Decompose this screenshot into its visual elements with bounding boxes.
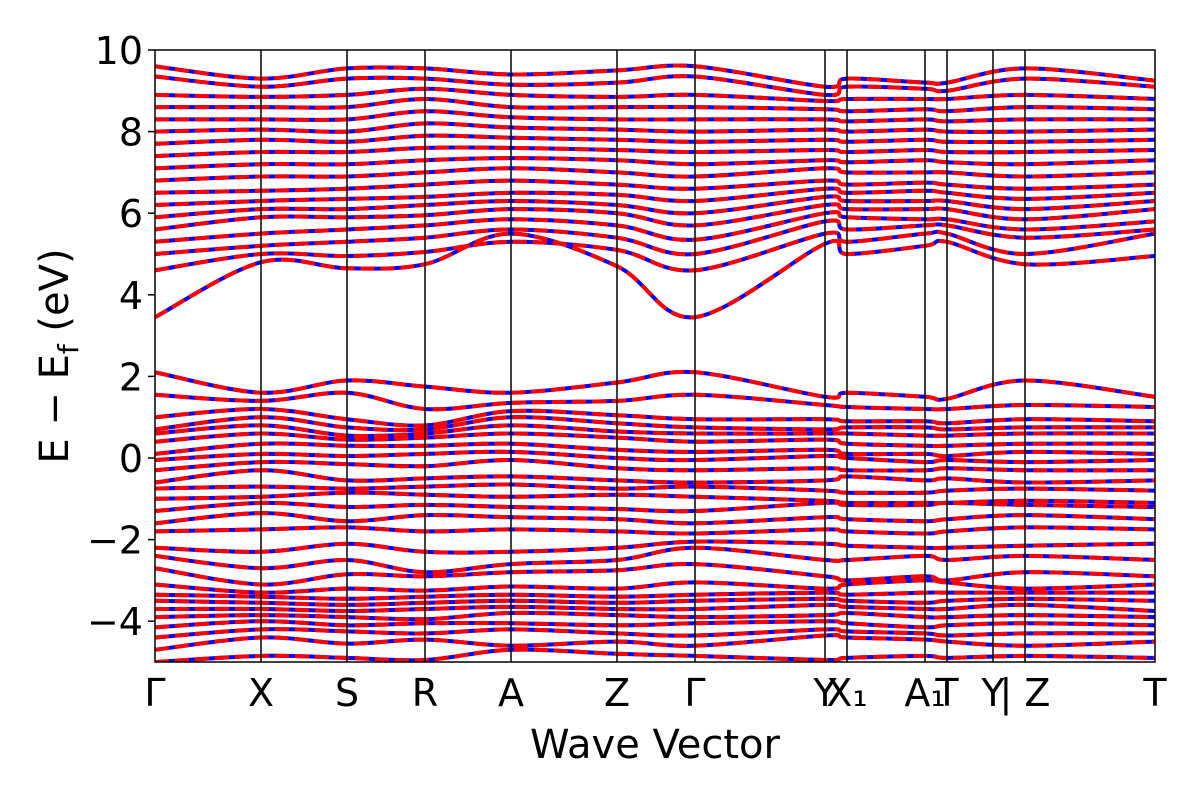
band-line-dashed bbox=[155, 121, 1155, 134]
band-line-dashed bbox=[155, 218, 1155, 257]
band-line-dashed bbox=[155, 610, 1155, 622]
band-line-dashed bbox=[155, 500, 1155, 514]
y-axis-label: E − Ef (eV) bbox=[32, 248, 85, 463]
x-tick-label: Y bbox=[812, 671, 837, 715]
band-line-dashed bbox=[155, 178, 1155, 195]
band-line-dashed bbox=[155, 525, 1155, 536]
band-line-dashed bbox=[155, 627, 1155, 640]
x-tick-label: Γ bbox=[144, 671, 165, 715]
x-tick-label: A₁ bbox=[904, 671, 945, 715]
x-tick-label: Γ bbox=[684, 671, 705, 715]
y-axis-label-main: E − E bbox=[32, 354, 78, 464]
x-tick-label: X₁ bbox=[826, 671, 867, 715]
band-line-dashed bbox=[155, 231, 1155, 320]
x-tick-label: Z bbox=[604, 671, 630, 715]
x-tick-label: T bbox=[1142, 671, 1167, 715]
plot-frame bbox=[154, 49, 1156, 663]
band-line-solid bbox=[155, 231, 1155, 320]
band-line-dashed bbox=[155, 86, 1155, 104]
x-tick-label: X bbox=[248, 671, 274, 715]
x-tick-label: R bbox=[412, 671, 438, 715]
x-tick-label: | Z bbox=[1000, 671, 1051, 716]
y-tick-label: 0 bbox=[119, 437, 143, 481]
bands-layer bbox=[155, 63, 1155, 662]
band-line-dashed bbox=[155, 468, 1155, 485]
x-tick-label: T bbox=[934, 671, 959, 715]
x-tick-label: A bbox=[498, 671, 524, 715]
band-line-dashed bbox=[155, 511, 1155, 526]
band-line-dashed bbox=[155, 490, 1155, 506]
band-line-dashed bbox=[155, 166, 1155, 183]
band-line-dashed bbox=[155, 109, 1155, 124]
y-axis-label-sub: f bbox=[52, 343, 85, 354]
x-axis-label: Wave Vector bbox=[530, 722, 781, 768]
y-tick-label: 8 bbox=[119, 111, 143, 155]
x-tick-label: Y bbox=[980, 671, 1005, 715]
band-line-dashed bbox=[155, 390, 1155, 412]
y-axis: −4 −2 0 2 4 6 8 10 bbox=[87, 29, 155, 644]
x-tick-label: S bbox=[335, 671, 359, 715]
y-tick-label: 6 bbox=[119, 192, 143, 236]
y-tick-label: 4 bbox=[119, 274, 143, 318]
band-line-dashed bbox=[155, 633, 1155, 652]
y-tick-label: −2 bbox=[87, 519, 143, 563]
y-tick-label: 2 bbox=[119, 355, 143, 399]
band-line-dashed bbox=[155, 145, 1155, 159]
y-axis-label-unit: (eV) bbox=[32, 248, 78, 344]
band-line-dashed bbox=[155, 133, 1155, 146]
band-line-dashed bbox=[155, 647, 1155, 662]
y-tick-label: −4 bbox=[87, 600, 143, 644]
kpoint-lines bbox=[260, 50, 1026, 662]
band-line-dashed bbox=[155, 96, 1155, 114]
band-line-dashed bbox=[155, 202, 1155, 232]
band-line-dashed bbox=[155, 156, 1155, 171]
band-line-dashed bbox=[155, 619, 1155, 630]
band-line-dashed bbox=[155, 545, 1155, 575]
band-line-dashed bbox=[155, 210, 1155, 244]
y-tick-label: 10 bbox=[95, 29, 143, 73]
band-line-dashed bbox=[155, 482, 1155, 495]
